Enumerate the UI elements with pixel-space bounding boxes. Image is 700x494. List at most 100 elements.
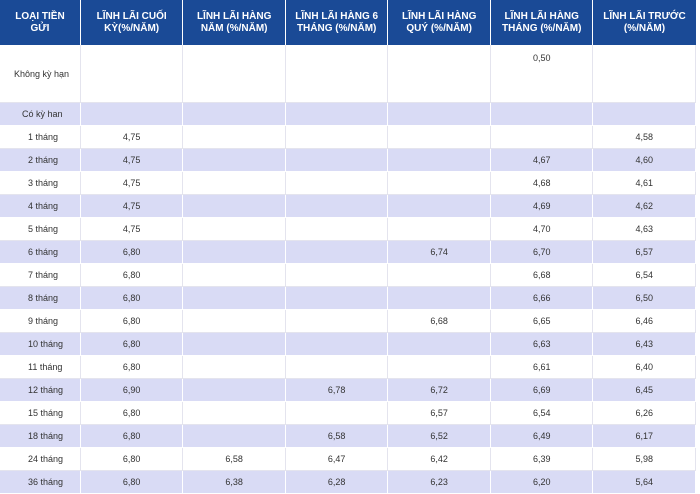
cell-end-of-term: 6,80: [80, 424, 184, 448]
header-quarterly: Lĩnh lãi hàng quý (%/năm): [387, 0, 491, 45]
cell-upfront: 6,40: [592, 355, 696, 379]
cell-end-of-term: 6,80: [80, 309, 184, 333]
cell-semiannual: [285, 240, 389, 264]
cell-monthly: 6,54: [490, 401, 594, 425]
cell-end-of-term: 6,90: [80, 378, 184, 402]
cell-upfront: 5,98: [592, 447, 696, 471]
cell-annual: [182, 102, 286, 126]
cell-monthly: 4,69: [490, 194, 594, 218]
cell-monthly: 6,20: [490, 470, 594, 494]
cell-semiannual: 6,58: [285, 424, 389, 448]
cell-upfront: [592, 102, 696, 126]
row-label: 11 tháng: [0, 355, 81, 379]
cell-upfront: 6,26: [592, 401, 696, 425]
cell-monthly: 6,39: [490, 447, 594, 471]
cell-end-of-term: 4,75: [80, 194, 184, 218]
header-end-of-term: Lĩnh lãi cuối kỳ(%/năm): [80, 0, 184, 45]
cell-upfront: 4,58: [592, 125, 696, 149]
cell-monthly: 6,70: [490, 240, 594, 264]
cell-end-of-term: 6,80: [80, 240, 184, 264]
row-label: Có kỳ han: [0, 102, 81, 126]
row-label: 1 tháng: [0, 125, 81, 149]
cell-upfront: 4,61: [592, 171, 696, 195]
cell-semiannual: [285, 263, 389, 287]
cell-semiannual: 6,78: [285, 378, 389, 402]
row-label: 10 tháng: [0, 332, 81, 356]
cell-annual: [182, 309, 286, 333]
table-row: 6 tháng 6,80 6,74 6,70 6,57: [0, 240, 696, 264]
row-label: 15 tháng: [0, 401, 81, 425]
cell-monthly: 0,50: [490, 45, 594, 103]
cell-semiannual: [285, 217, 389, 241]
cell-annual: [182, 171, 286, 195]
cell-upfront: 6,45: [592, 378, 696, 402]
cell-semiannual: [285, 102, 389, 126]
cell-monthly: [490, 125, 594, 149]
row-label: 8 tháng: [0, 286, 81, 310]
row-label: 6 tháng: [0, 240, 81, 264]
cell-annual: [182, 45, 286, 103]
table-row: 5 tháng 4,75 4,70 4,63: [0, 217, 696, 241]
cell-monthly: 4,68: [490, 171, 594, 195]
cell-quarterly: 6,74: [387, 240, 491, 264]
cell-upfront: 6,46: [592, 309, 696, 333]
header-deposit-type: Loại tiền gửi: [0, 0, 81, 45]
cell-monthly: 4,67: [490, 148, 594, 172]
cell-upfront: 4,62: [592, 194, 696, 218]
table-row: 2 tháng 4,75 4,67 4,60: [0, 148, 696, 172]
cell-end-of-term: [80, 45, 184, 103]
cell-annual: [182, 286, 286, 310]
cell-semiannual: [285, 125, 389, 149]
table-row: 10 tháng 6,80 6,63 6,43: [0, 332, 696, 356]
cell-semiannual: [285, 332, 389, 356]
cell-semiannual: [285, 171, 389, 195]
cell-upfront: 6,50: [592, 286, 696, 310]
cell-end-of-term: 4,75: [80, 171, 184, 195]
cell-annual: [182, 424, 286, 448]
cell-semiannual: [285, 286, 389, 310]
cell-end-of-term: 6,80: [80, 470, 184, 494]
table-header-row: Loại tiền gửi Lĩnh lãi cuối kỳ(%/năm) Lĩ…: [0, 0, 696, 45]
table-row: 1 tháng 4,75 4,58: [0, 125, 696, 149]
cell-monthly: 6,63: [490, 332, 594, 356]
cell-semiannual: 6,47: [285, 447, 389, 471]
cell-annual: [182, 401, 286, 425]
cell-quarterly: [387, 45, 491, 103]
cell-quarterly: [387, 171, 491, 195]
cell-end-of-term: [80, 102, 184, 126]
cell-quarterly: [387, 102, 491, 126]
cell-monthly: 6,68: [490, 263, 594, 287]
table-row: 36 tháng 6,80 6,38 6,28 6,23 6,20 5,64: [0, 470, 696, 494]
cell-annual: 6,58: [182, 447, 286, 471]
cell-annual: [182, 332, 286, 356]
table-row: 3 tháng 4,75 4,68 4,61: [0, 171, 696, 195]
cell-annual: [182, 217, 286, 241]
cell-annual: 6,38: [182, 470, 286, 494]
cell-annual: [182, 263, 286, 287]
cell-monthly: 6,66: [490, 286, 594, 310]
row-label: 3 tháng: [0, 171, 81, 195]
cell-quarterly: 6,42: [387, 447, 491, 471]
cell-quarterly: [387, 194, 491, 218]
cell-quarterly: 6,72: [387, 378, 491, 402]
cell-monthly: [490, 102, 594, 126]
table-row: 11 tháng 6,80 6,61 6,40: [0, 355, 696, 379]
cell-quarterly: [387, 332, 491, 356]
cell-quarterly: [387, 355, 491, 379]
cell-annual: [182, 148, 286, 172]
cell-end-of-term: 6,80: [80, 286, 184, 310]
row-label: 12 tháng: [0, 378, 81, 402]
cell-quarterly: [387, 217, 491, 241]
cell-monthly: 6,61: [490, 355, 594, 379]
header-upfront: Lĩnh lãi trước (%/năm): [592, 0, 696, 45]
cell-end-of-term: 4,75: [80, 125, 184, 149]
header-annual: Lĩnh lãi hàng năm (%/năm): [182, 0, 286, 45]
row-label: 5 tháng: [0, 217, 81, 241]
row-label: Không kỳ hạn: [0, 45, 81, 103]
table-row: 24 tháng 6,80 6,58 6,47 6,42 6,39 5,98: [0, 447, 696, 471]
cell-quarterly: [387, 125, 491, 149]
cell-upfront: 6,43: [592, 332, 696, 356]
row-label: 24 tháng: [0, 447, 81, 471]
